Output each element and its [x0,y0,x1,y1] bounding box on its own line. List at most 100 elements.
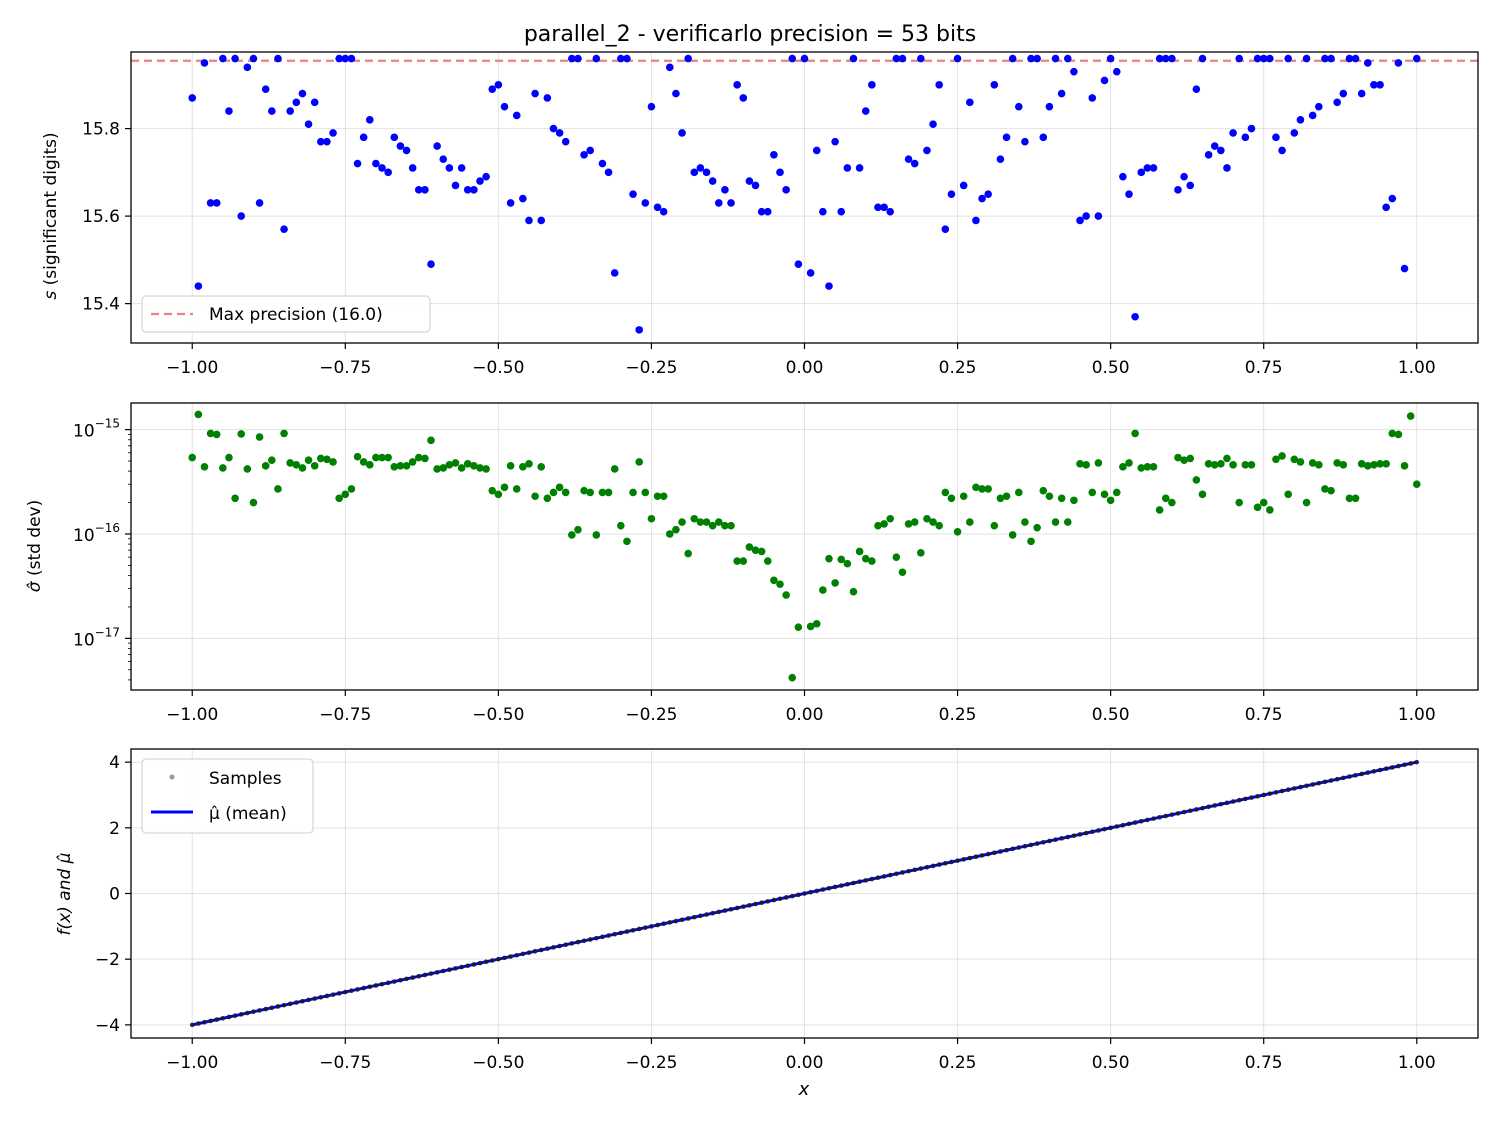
precision-point [684,54,692,63]
precision-point [561,137,570,146]
stddev-point [880,520,888,528]
precision-point [1014,102,1023,111]
precision-point [1412,54,1421,63]
stddev-point [463,460,472,468]
sample-point [502,955,507,961]
sample-point [367,984,373,990]
sample-point [410,975,415,980]
precision-point [519,194,527,203]
sample-point [1028,842,1034,848]
precision-point [1063,54,1072,63]
stddev-point [849,587,858,596]
sample-point [765,899,771,904]
stddev-point [457,464,466,472]
stddev-ylabel-text: (std dev) [25,500,45,582]
sample-point [1341,775,1346,781]
sample-point [594,935,599,941]
stddev-point [1284,490,1292,499]
precision-point [1247,124,1256,133]
sample-point [820,887,826,892]
sample-point [771,897,777,903]
sample-point [330,992,336,997]
sample-point [894,871,899,877]
function-xtick-label: −0.25 [625,1053,677,1073]
stddev-point [1149,463,1158,471]
stddev-point [1327,486,1335,495]
precision-point [653,203,662,212]
function-xlabel: x [798,1079,810,1100]
sample-point [1120,822,1126,828]
function-ylabel: f(x) and μ̂ [55,852,75,935]
sample-point [881,874,887,879]
precision-xtick-label: −1.00 [166,358,218,378]
sample-point [624,929,630,934]
stddev-point [751,546,760,554]
precision-point [225,107,233,115]
sample-point [312,996,317,1001]
stddev-point [1370,461,1378,469]
function-ytick-label: 0 [109,885,120,905]
stddev-point [874,521,882,530]
precision-point [537,216,546,225]
stddev-point [1308,459,1317,467]
stddev-point [647,514,656,523]
stddev-point [702,518,711,526]
precision-point [463,186,472,194]
stddev-point [408,458,417,466]
precision-point [806,269,815,277]
sample-point [1408,761,1413,766]
precision-point [1155,54,1164,63]
stddev-ylabel-symbol: σ̂ [25,580,45,592]
sample-point [753,901,758,907]
sample-point [1230,799,1236,804]
sample-point [1206,804,1211,810]
precision-point [488,85,497,93]
precision-point [1382,203,1390,212]
sample-point [1304,783,1309,789]
sample-point [398,977,403,983]
stddev-point [941,488,950,497]
precision-point [261,85,270,93]
sample-point [1267,791,1273,796]
sample-point [189,1022,195,1028]
precision-point [1376,81,1384,89]
sample-point [551,945,556,950]
sample-point [483,959,489,965]
stddev-point [225,453,233,462]
stddev-point [1027,537,1035,546]
sample-point [1010,846,1015,852]
stddev-point [396,462,405,470]
precision-point [702,168,711,177]
precision-point [678,129,686,137]
sample-point [440,968,446,974]
stddev-point [543,494,552,503]
stddev-ytick-base: 10 [73,630,95,650]
sample-point [1040,839,1046,845]
sample-point [998,849,1003,854]
stddev-point [525,460,533,468]
function-ytick-label: −2 [95,950,120,970]
stddev-point [923,514,931,523]
sample-point [232,1013,238,1018]
precision-point [1302,54,1311,63]
sample-point [1316,780,1322,786]
sample-point [404,976,409,982]
sample-point [220,1015,226,1021]
sample-point [1089,829,1095,835]
sample-point [416,973,422,979]
stddev-point [1394,430,1403,439]
stddev-point [574,525,582,534]
sample-point [1249,795,1254,800]
stddev-point [714,518,723,526]
stddev-point [610,465,619,473]
stddev-point [365,461,374,469]
precision-point [757,207,766,216]
precision-point [1284,54,1292,63]
sample-point [1194,807,1199,812]
sample-point [887,872,893,878]
sample-point [361,985,366,991]
precision-point [1039,133,1048,142]
sample-point [1255,793,1260,799]
stddev-point [1021,518,1029,526]
precision-point [512,111,521,120]
